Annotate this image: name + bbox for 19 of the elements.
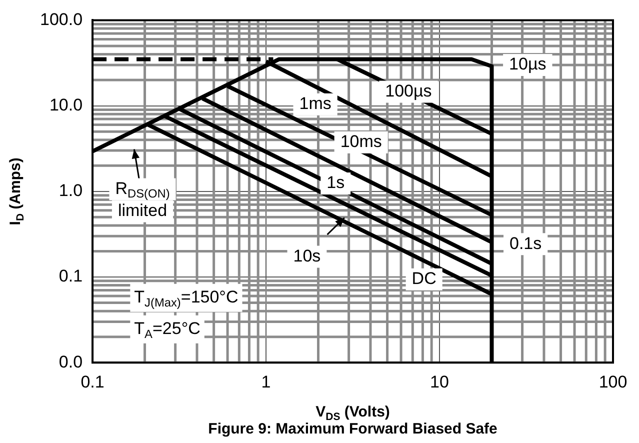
annotation: DC: [412, 269, 436, 288]
x-tick-label: 10: [430, 372, 449, 392]
y-tick-label: 100.0: [40, 10, 83, 29]
text: Figure 9: Maximum Forward Biased Safe: [208, 420, 498, 438]
annotation: 10ms: [340, 132, 382, 152]
y-tick-label: 0.0: [58, 352, 83, 372]
x-tick-label: 0.1: [80, 372, 104, 392]
y-tick-label: 1.0: [58, 181, 83, 200]
y-tick-label: 0.1: [58, 266, 83, 286]
annotation: 10s: [293, 246, 321, 266]
x-tick-label: 1: [261, 372, 271, 392]
annotation: 1s: [326, 173, 345, 192]
x-tick-label: 100: [598, 372, 628, 392]
annotation: 10µs: [509, 54, 546, 74]
annotation: 0.1s: [509, 234, 542, 253]
annotation: 100µs: [385, 81, 432, 100]
y-tick-label: 10.0: [49, 95, 83, 114]
annotation: 1ms: [299, 94, 332, 114]
y-axis-title: ID (Amps): [7, 158, 26, 226]
